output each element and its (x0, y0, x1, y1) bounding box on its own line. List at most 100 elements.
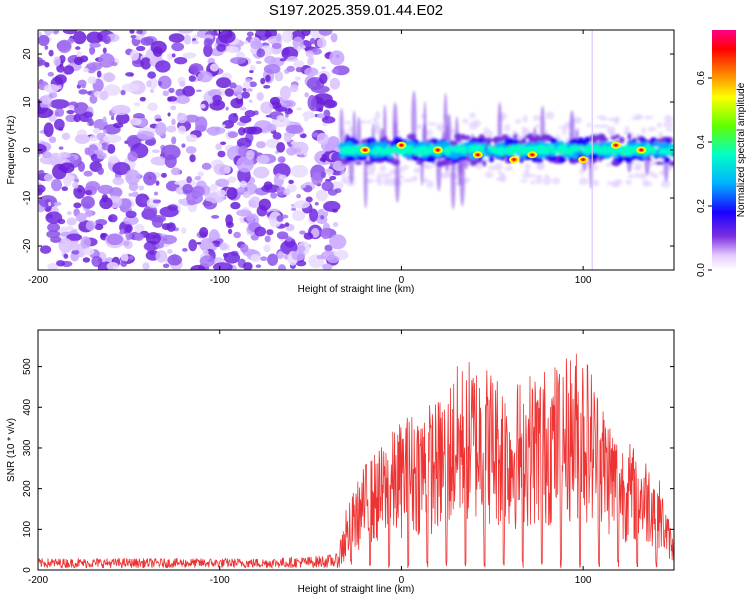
noise-blob (213, 262, 233, 270)
noise-blob (263, 181, 273, 191)
noise-blob (58, 238, 73, 254)
noise-blob (166, 222, 176, 232)
band-core (612, 157, 619, 161)
noise-blob (67, 105, 75, 110)
band-halo (656, 122, 663, 128)
noise-blob (96, 70, 102, 78)
noise-blob (250, 253, 261, 263)
noise-blob (102, 47, 107, 54)
noise-blob (75, 46, 81, 50)
noise-blob (246, 213, 255, 223)
noise-blob (102, 35, 111, 45)
band-halo (483, 126, 490, 136)
noise-blob (72, 181, 79, 189)
noise-blob (246, 149, 255, 160)
noise-blob (190, 264, 206, 270)
noise-blob (236, 156, 254, 173)
noise-blob (157, 75, 172, 89)
noise-blob (120, 253, 129, 263)
noise-blob (228, 113, 239, 124)
noise-blob (168, 33, 185, 43)
noise-blob (215, 178, 230, 188)
noise-blob (54, 74, 67, 85)
noise-blob (260, 101, 273, 114)
noise-blob (279, 85, 291, 100)
noise-blob (202, 249, 209, 255)
band-halo (372, 117, 378, 122)
noise-blob (80, 236, 91, 250)
spectrogram-xtick-label: 0 (399, 275, 405, 286)
noise-blob (136, 130, 155, 140)
noise-blob (265, 138, 280, 149)
band-core (668, 145, 674, 152)
noise-blob (73, 202, 82, 209)
noise-blob (303, 232, 314, 240)
noise-blob (329, 175, 337, 181)
noise-blob (322, 263, 333, 270)
band-halo (377, 177, 383, 187)
noise-blob (213, 163, 229, 176)
band-halo (497, 171, 504, 175)
noise-blob (127, 151, 138, 162)
band-halo (535, 175, 543, 185)
noise-blob (101, 72, 116, 82)
noise-blob (239, 115, 252, 124)
noise-blob (63, 65, 75, 75)
noise-blob (212, 240, 221, 245)
band-core (627, 132, 632, 140)
noise-blob (71, 249, 80, 255)
band-halo (544, 174, 550, 179)
band-halo (658, 131, 663, 139)
noise-blob (166, 125, 177, 133)
band-halo (643, 115, 654, 120)
noise-blob (185, 146, 197, 154)
noise-blob (66, 217, 77, 226)
noise-blob (276, 215, 284, 222)
noise-blob (129, 117, 142, 126)
noise-blob (302, 183, 306, 189)
band-core (466, 157, 472, 162)
noise-blob (186, 176, 192, 184)
noise-blob (331, 68, 340, 74)
band-core (619, 136, 625, 144)
band-core (384, 147, 394, 151)
noise-blob (222, 252, 229, 258)
noise-blob (212, 94, 223, 103)
noise-blob (177, 125, 187, 135)
noise-blob (324, 244, 333, 252)
band-halo (592, 124, 603, 129)
noise-blob (327, 171, 332, 177)
band-core (577, 137, 584, 143)
noise-blob (263, 244, 271, 253)
band-halo (376, 173, 385, 179)
noise-blob (240, 243, 249, 253)
band-core (548, 144, 555, 151)
noise-blob (142, 262, 150, 270)
band-core (607, 147, 613, 151)
noise-blob (57, 39, 72, 54)
noise-blob (220, 141, 227, 146)
noise-blob (48, 49, 54, 57)
noise-blob (78, 89, 88, 95)
noise-blob (43, 122, 54, 138)
noise-blob (307, 94, 317, 111)
noise-blob (317, 113, 325, 119)
band-halo (664, 114, 671, 123)
noise-blob (40, 245, 52, 254)
noise-blob (283, 131, 292, 143)
noise-blob (167, 249, 173, 254)
band-core (626, 145, 632, 154)
noise-blob (112, 176, 125, 186)
snr-ytick-label: 0 (22, 567, 33, 573)
band-halo (591, 179, 600, 187)
band-halo (618, 180, 624, 184)
noise-blob (264, 235, 271, 243)
band-halo (366, 119, 372, 124)
noise-blob (216, 44, 227, 52)
band-core (569, 145, 575, 153)
noise-blob (188, 239, 198, 252)
noise-blob (320, 171, 326, 179)
heatmap-cells (38, 30, 674, 270)
band-streak (450, 150, 456, 210)
